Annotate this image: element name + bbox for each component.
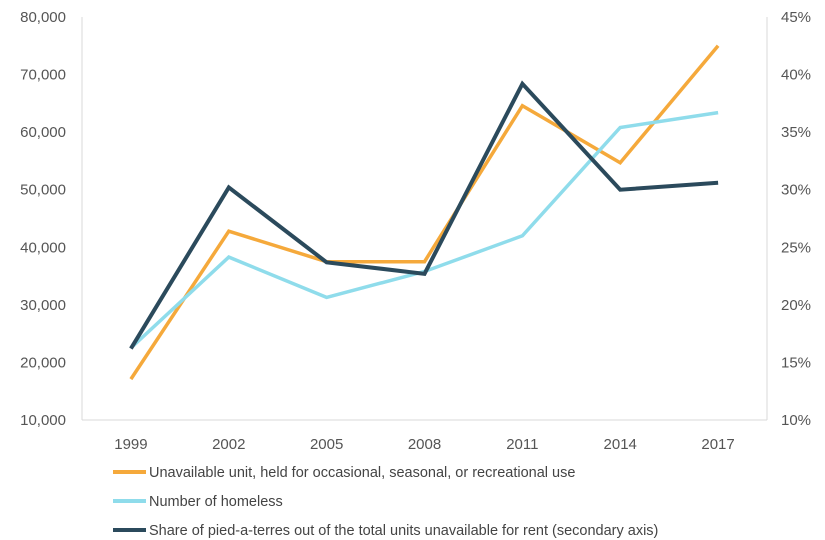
- y-left-tick-label: 30,000: [20, 297, 66, 314]
- y-right-tick-label: 25%: [781, 239, 811, 256]
- axes: [81, 17, 768, 421]
- series-line-1: [129, 44, 720, 381]
- y-right-tick-label: 35%: [781, 124, 811, 141]
- y-right-tick-label: 15%: [781, 354, 811, 371]
- y-left-tick-label: 40,000: [20, 239, 66, 256]
- legend-label-1: Unavailable unit, held for occasional, s…: [149, 465, 575, 481]
- y-right-tick-label: 45%: [781, 9, 811, 26]
- x-tick-label: 2014: [604, 436, 637, 453]
- tick-labels: 10,000 20,000 30,000 40,000 50,000 60,000 70,0…: [20, 9, 811, 453]
- legend-label-3: Share of pied-a-terres out of the total …: [149, 523, 658, 539]
- legend: Unavailable unit, held for occasional, s…: [113, 465, 658, 539]
- y-left-tick-label: 10,000: [20, 412, 66, 429]
- y-right-tick-label: 10%: [781, 412, 811, 429]
- y-left-tick-label: 70,000: [20, 67, 66, 84]
- y-left-tick-label: 60,000: [20, 124, 66, 141]
- y-left-tick-label: 80,000: [20, 9, 66, 26]
- y-right-tick-label: 40%: [781, 67, 811, 84]
- x-tick-label: 2008: [408, 436, 441, 453]
- series-line-3: [129, 80, 719, 350]
- x-tick-label: 2017: [701, 436, 734, 453]
- y-right-tick-label: 30%: [781, 182, 811, 199]
- x-tick-label: 2005: [310, 436, 343, 453]
- y-right-tick-label: 20%: [781, 297, 811, 314]
- series-lines: [129, 44, 720, 381]
- legend-label-2: Number of homeless: [149, 494, 283, 510]
- x-tick-label: 1999: [114, 436, 147, 453]
- plot-area: [82, 17, 767, 420]
- y-left-tick-label: 20,000: [20, 354, 66, 371]
- x-tick-label: 2011: [506, 436, 538, 453]
- y-left-tick-label: 50,000: [20, 182, 66, 199]
- x-tick-label: 2002: [212, 436, 245, 453]
